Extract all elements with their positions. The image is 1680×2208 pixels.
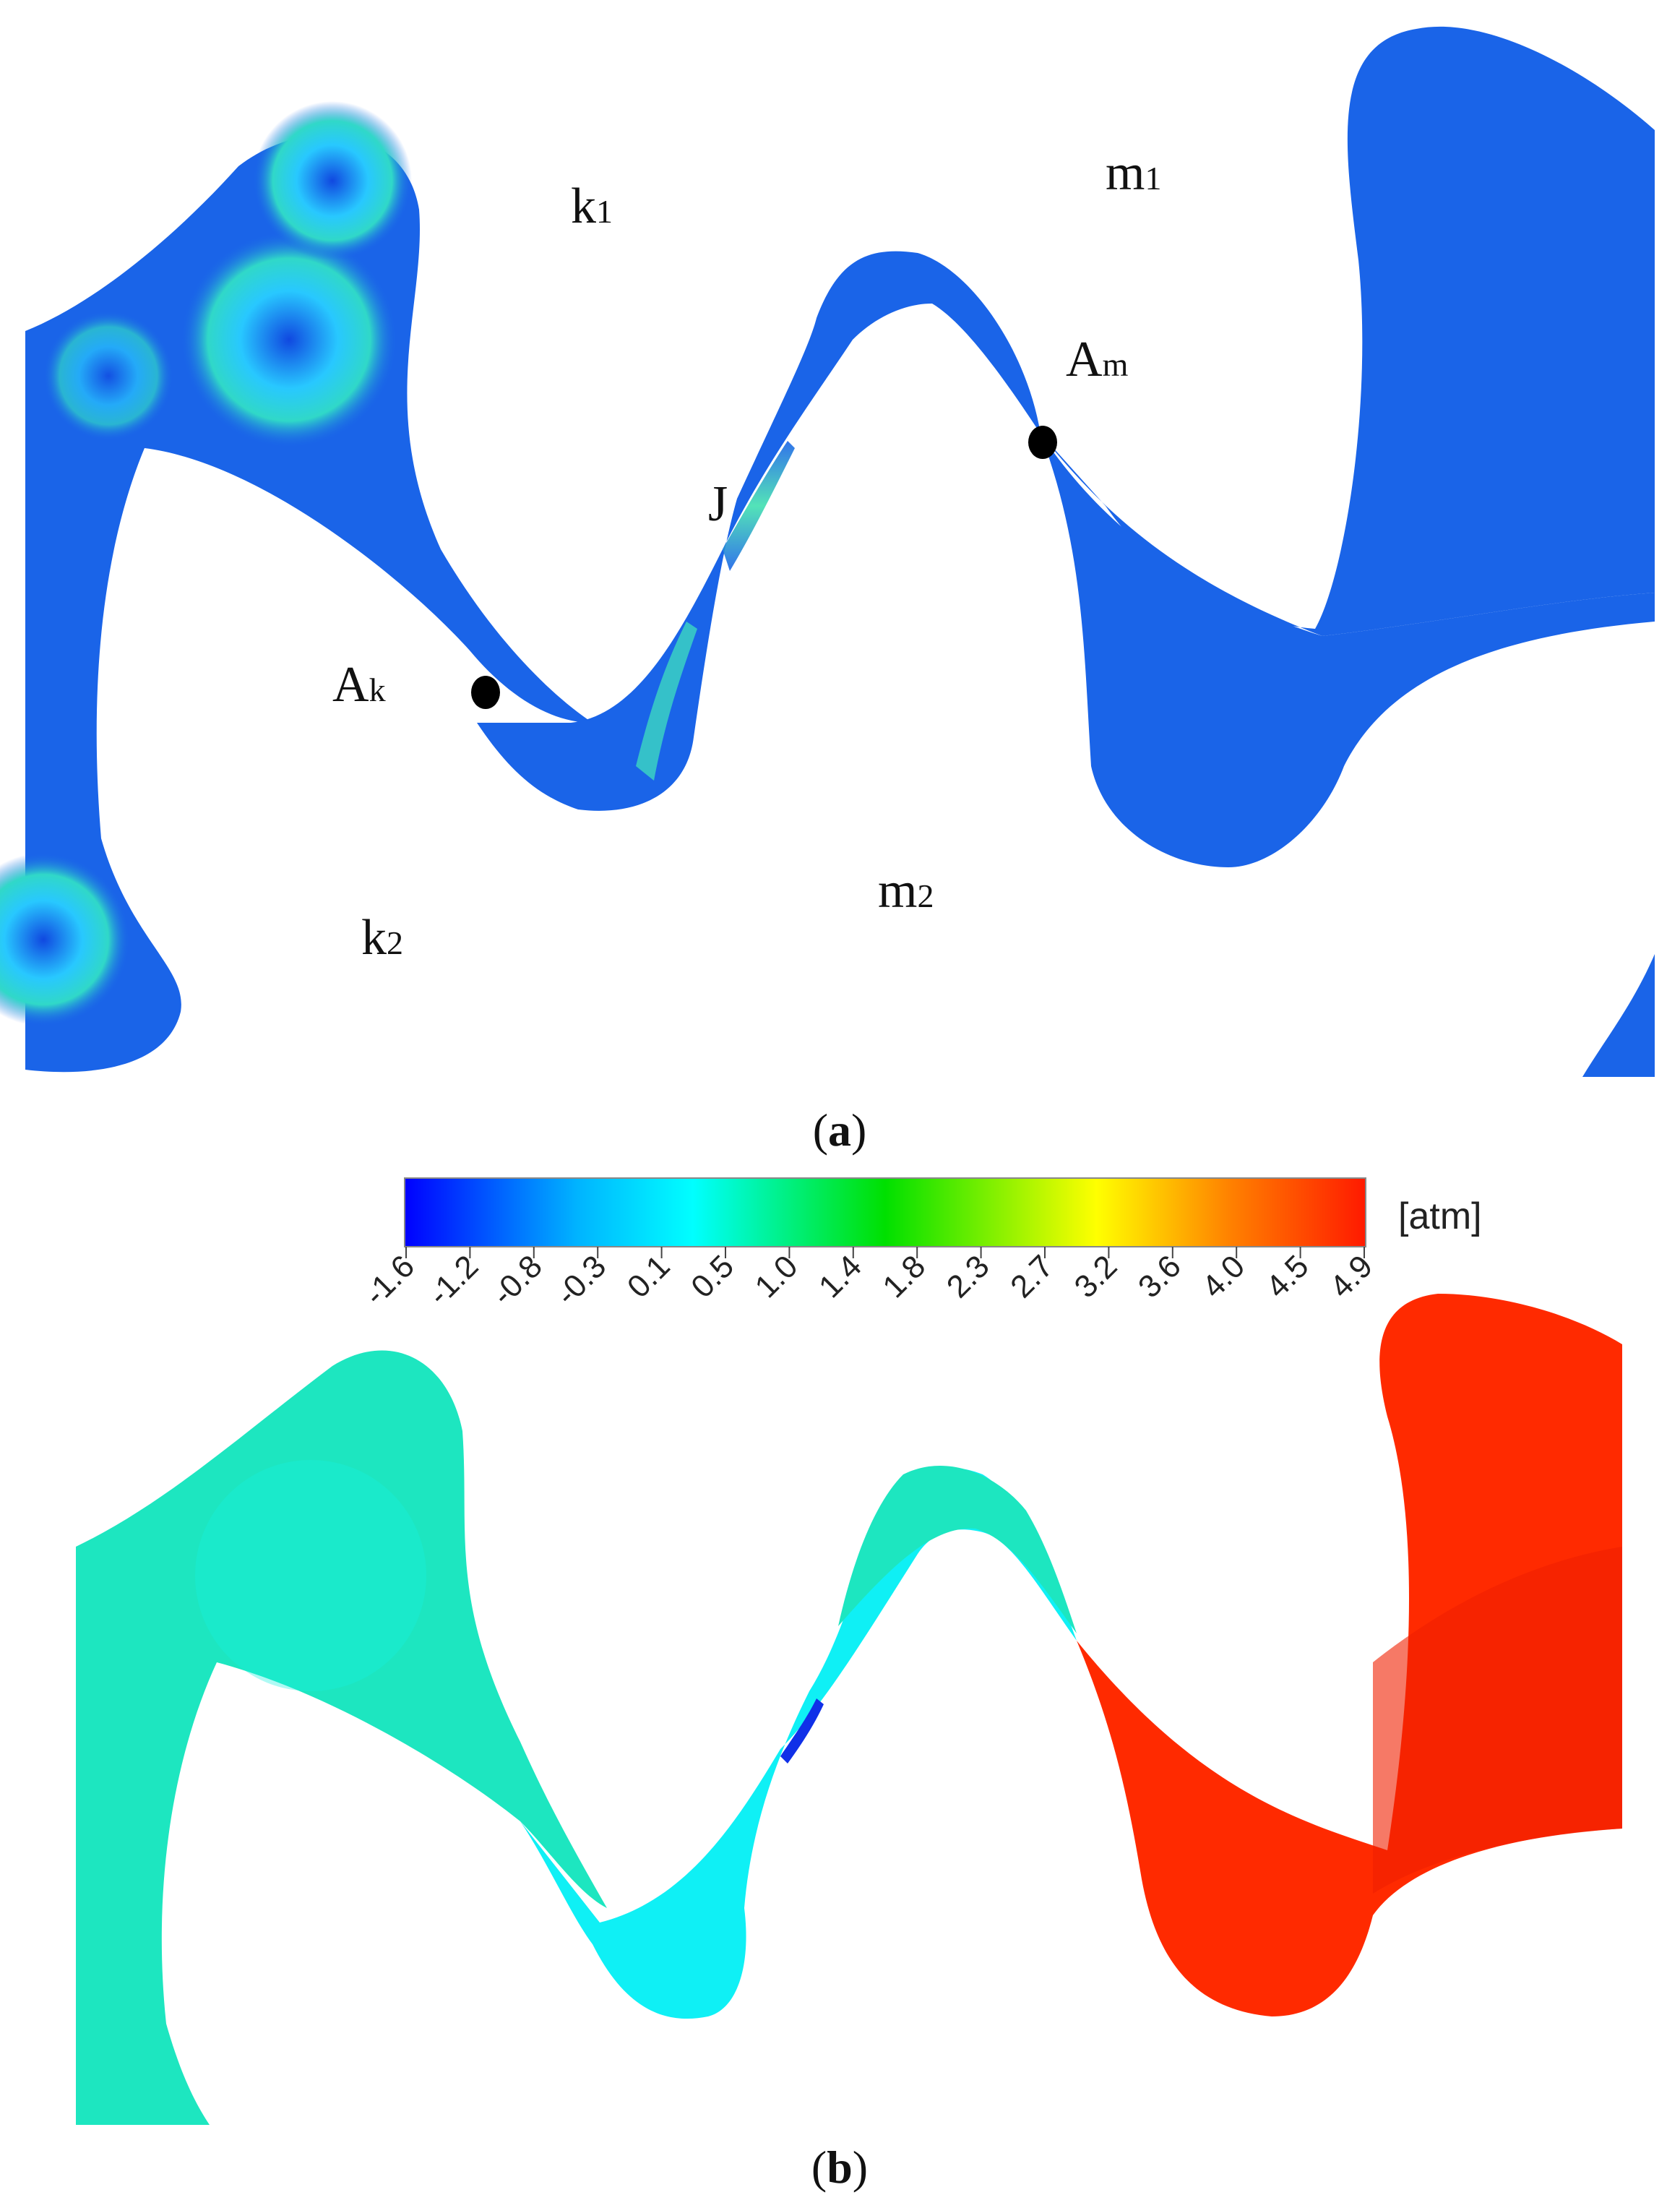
panel-b-cyan-spot [195, 1460, 426, 1691]
vortex-3 [0, 853, 130, 1026]
colorbar-tick-label: 3.6 [1132, 1248, 1188, 1305]
colorbar-tick-label: 2.7 [1004, 1248, 1060, 1305]
label-j: J [708, 476, 728, 532]
caption-b: (b) [811, 2142, 868, 2193]
panel-a-center-channel [477, 251, 1041, 811]
vortex-2 [253, 101, 412, 260]
colorbar-tick-label: -1.6 [358, 1248, 421, 1312]
colorbar-tick-label: 1.8 [876, 1248, 932, 1305]
colorbar: [atm] -1.6 -1.2 -0.8 -0.3 0.1 0.5 1.0 1.4 1.8 2.3… [358, 1177, 1482, 1313]
colorbar-unit: [atm] [1398, 1195, 1482, 1237]
colorbar-tick-label: 4.5 [1259, 1248, 1316, 1305]
point-ak [471, 676, 500, 709]
colorbar-tick-label: 0.1 [621, 1248, 677, 1305]
colorbar-tick-label: 1.4 [812, 1248, 869, 1305]
colorbar-tick-label: 4.9 [1323, 1248, 1379, 1305]
colorbar-tick-label: -1.2 [421, 1248, 485, 1312]
caption-a: (a) [813, 1104, 867, 1156]
label-k2: k2 [361, 910, 403, 966]
colorbar-tick-label: 3.2 [1068, 1248, 1124, 1305]
label-ak: Ak [332, 657, 386, 713]
panel-a-velocity-contour: k1 m1 Am J Ak m2 k2 (a) [0, 26, 1655, 1156]
panel-b-left-region [76, 1350, 607, 2125]
label-m2: m2 [878, 863, 934, 919]
colorbar-tick-label: -0.8 [486, 1248, 549, 1312]
panel-a-right-region [1041, 26, 1655, 636]
panel-b-right-shade [1373, 1547, 1622, 1894]
label-m1: m1 [1106, 145, 1161, 201]
colorbar-gradient [404, 1177, 1366, 1247]
panel-a-right-lobe [1041, 434, 1655, 867]
panel-a-throat-highlight [723, 441, 795, 571]
panel-a-bottom-right [1582, 954, 1655, 1077]
panel-b-pressure-contour: (b) [76, 1294, 1622, 2193]
label-k1: k1 [571, 179, 613, 234]
point-am [1028, 426, 1057, 459]
label-am: Am [1066, 332, 1129, 387]
colorbar-ticks: -1.6 -1.2 -0.8 -0.3 0.1 0.5 1.0 1.4 1.8 2.3 2.7 3.2… [358, 1247, 1379, 1313]
colorbar-tick-label: 4.0 [1195, 1248, 1252, 1305]
colorbar-tick-label: 0.5 [684, 1248, 741, 1305]
colorbar-tick-label: 1.0 [749, 1248, 805, 1305]
panel-b-upper-green [838, 1466, 1077, 1633]
colorbar-tick-label: -0.3 [549, 1248, 613, 1312]
panel-b-throat-blue [780, 1698, 824, 1764]
panel-a-jet [636, 622, 697, 781]
vortex-4 [43, 311, 173, 441]
colorbar-tick-label: 2.3 [940, 1248, 996, 1305]
vortex-1 [181, 231, 397, 448]
